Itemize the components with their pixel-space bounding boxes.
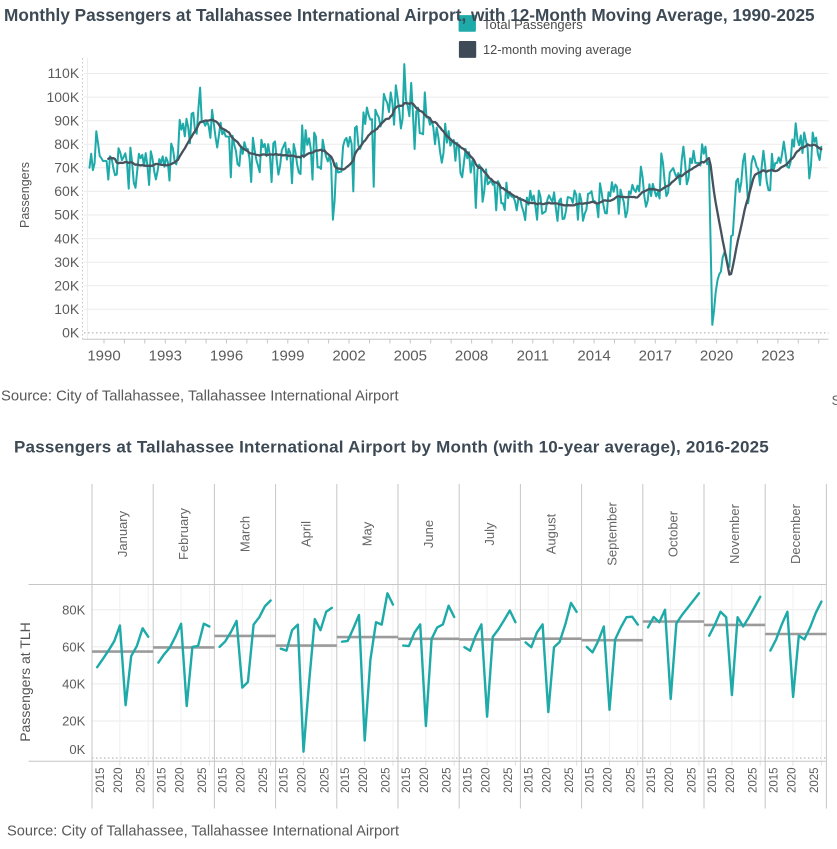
svg-text:June: June bbox=[421, 520, 436, 548]
svg-text:60K: 60K bbox=[54, 183, 80, 199]
svg-text:2015: 2015 bbox=[646, 767, 658, 793]
svg-text:2020: 2020 bbox=[358, 767, 370, 793]
svg-text:70K: 70K bbox=[54, 160, 80, 176]
svg-text:2015: 2015 bbox=[156, 767, 168, 793]
svg-text:80K: 80K bbox=[54, 136, 80, 152]
svg-text:Passengers: Passengers bbox=[18, 162, 32, 228]
svg-text:60K: 60K bbox=[62, 639, 85, 654]
svg-text:2025: 2025 bbox=[381, 767, 393, 793]
svg-text:Passengers at TLH: Passengers at TLH bbox=[17, 622, 33, 742]
svg-text:August: August bbox=[543, 513, 558, 554]
svg-text:1999: 1999 bbox=[271, 348, 304, 365]
svg-text:2020: 2020 bbox=[725, 767, 737, 793]
svg-text:S: S bbox=[832, 392, 837, 408]
svg-text:2020: 2020 bbox=[786, 767, 798, 793]
svg-text:0K: 0K bbox=[69, 742, 85, 757]
svg-text:2020: 2020 bbox=[174, 767, 186, 793]
svg-text:2023: 2023 bbox=[761, 348, 794, 365]
svg-text:Monthly Passengers at Tallahas: Monthly Passengers at Tallahassee Intern… bbox=[4, 5, 815, 25]
svg-text:2008: 2008 bbox=[455, 348, 488, 365]
svg-text:December: December bbox=[788, 503, 803, 564]
svg-text:0K: 0K bbox=[62, 325, 80, 341]
svg-text:1993: 1993 bbox=[149, 348, 182, 365]
svg-text:2025: 2025 bbox=[809, 767, 821, 793]
svg-text:2025: 2025 bbox=[564, 767, 576, 793]
svg-text:30K: 30K bbox=[54, 254, 80, 270]
svg-text:40K: 40K bbox=[54, 230, 80, 246]
svg-text:40K: 40K bbox=[62, 676, 85, 691]
svg-text:2020: 2020 bbox=[700, 348, 733, 365]
svg-text:2015: 2015 bbox=[95, 767, 107, 793]
svg-text:90K: 90K bbox=[54, 112, 80, 128]
svg-text:2020: 2020 bbox=[113, 767, 125, 793]
svg-text:2015: 2015 bbox=[218, 767, 230, 793]
svg-text:2002: 2002 bbox=[332, 348, 365, 365]
svg-text:July: July bbox=[482, 522, 497, 546]
svg-text:2015: 2015 bbox=[401, 767, 413, 793]
svg-text:Total Passengers: Total Passengers bbox=[483, 17, 583, 32]
svg-text:20K: 20K bbox=[62, 714, 85, 729]
svg-text:110K: 110K bbox=[48, 65, 80, 81]
svg-text:2025: 2025 bbox=[319, 767, 331, 793]
svg-text:2020: 2020 bbox=[297, 767, 309, 793]
svg-text:2020: 2020 bbox=[664, 767, 676, 793]
svg-text:2025: 2025 bbox=[687, 767, 699, 793]
svg-text:Source: City of Tallahassee, T: Source: City of Tallahassee, Tallahassee… bbox=[1, 389, 399, 405]
svg-text:2025: 2025 bbox=[258, 767, 270, 793]
svg-text:2020: 2020 bbox=[603, 767, 615, 793]
svg-text:2025: 2025 bbox=[197, 767, 209, 793]
svg-text:12-month moving average: 12-month moving average bbox=[483, 42, 632, 57]
svg-text:2020: 2020 bbox=[480, 767, 492, 793]
svg-text:May: May bbox=[360, 521, 375, 546]
svg-text:10K: 10K bbox=[54, 301, 80, 317]
svg-text:2025: 2025 bbox=[136, 767, 148, 793]
svg-text:2020: 2020 bbox=[542, 767, 554, 793]
svg-text:September: September bbox=[605, 502, 620, 566]
svg-text:Passengers at Tallahassee Inte: Passengers at Tallahassee International … bbox=[14, 438, 769, 457]
svg-text:2015: 2015 bbox=[524, 767, 536, 793]
svg-text:2015: 2015 bbox=[585, 767, 597, 793]
svg-text:80K: 80K bbox=[62, 602, 85, 617]
svg-text:2025: 2025 bbox=[625, 767, 637, 793]
svg-text:March: March bbox=[237, 516, 252, 552]
svg-text:April: April bbox=[299, 521, 314, 547]
svg-text:October: October bbox=[666, 510, 681, 557]
svg-text:2015: 2015 bbox=[279, 767, 291, 793]
svg-text:2025: 2025 bbox=[503, 767, 515, 793]
svg-text:2011: 2011 bbox=[517, 348, 549, 365]
svg-text:20K: 20K bbox=[54, 277, 80, 293]
svg-text:2015: 2015 bbox=[462, 767, 474, 793]
svg-text:2020: 2020 bbox=[236, 767, 248, 793]
svg-text:50K: 50K bbox=[54, 207, 80, 223]
svg-text:January: January bbox=[115, 510, 130, 557]
svg-text:1990: 1990 bbox=[87, 348, 120, 365]
svg-text:2015: 2015 bbox=[707, 767, 719, 793]
svg-text:2014: 2014 bbox=[577, 348, 610, 365]
svg-text:1996: 1996 bbox=[210, 348, 243, 365]
svg-text:2015: 2015 bbox=[340, 767, 352, 793]
svg-text:2015: 2015 bbox=[768, 767, 780, 793]
svg-text:2017: 2017 bbox=[639, 348, 672, 365]
svg-text:Source: City of Tallahassee, T: Source: City of Tallahassee, Tallahassee… bbox=[7, 824, 399, 840]
svg-text:2020: 2020 bbox=[419, 767, 431, 793]
svg-text:February: February bbox=[176, 507, 191, 560]
svg-text:100K: 100K bbox=[46, 89, 79, 105]
svg-text:November: November bbox=[727, 503, 742, 564]
svg-text:2005: 2005 bbox=[394, 348, 427, 365]
svg-text:2025: 2025 bbox=[748, 767, 760, 793]
svg-text:2025: 2025 bbox=[442, 767, 454, 793]
